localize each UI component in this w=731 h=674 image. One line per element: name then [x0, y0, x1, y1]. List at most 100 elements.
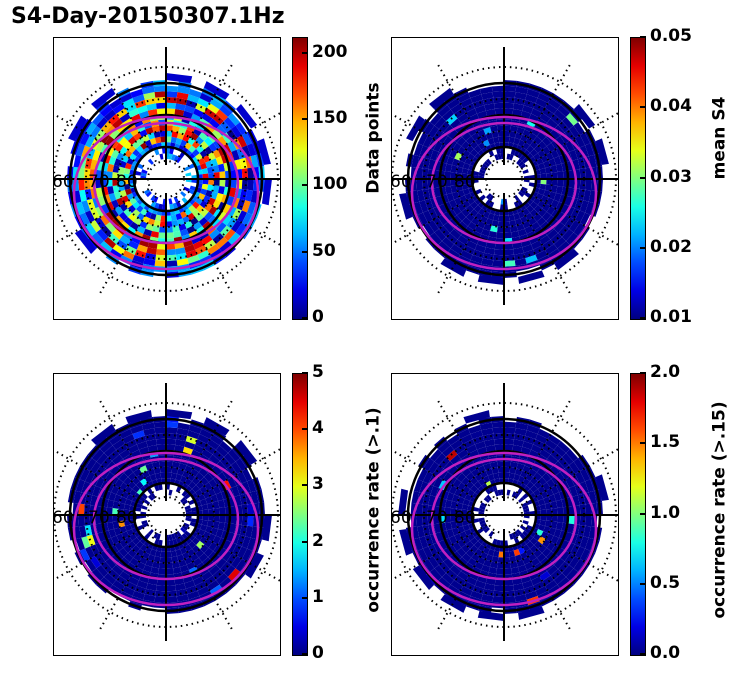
colorbar-tick: [302, 540, 308, 543]
heatmap-cell: [208, 142, 218, 153]
heatmap-cell: [479, 505, 486, 510]
heatmap-cell: [74, 229, 96, 254]
heatmap-cell: [132, 430, 145, 440]
heatmap-cell: [456, 136, 466, 147]
heatmap-cell: [180, 191, 187, 198]
heatmap-cell: [124, 149, 133, 158]
heatmap-cell: [111, 485, 120, 495]
heatmap-cell: [119, 160, 127, 168]
heatmap-cell: [482, 475, 490, 484]
heatmap-cell: [166, 551, 172, 558]
heatmap-cell: [247, 515, 254, 527]
heatmap-cell: [461, 544, 470, 554]
heatmap-cell: [509, 533, 514, 540]
heatmap-cell: [208, 541, 218, 552]
heatmap-cell: [235, 558, 247, 572]
heatmap-cell: [228, 187, 237, 198]
colorbar-tick-label: 0.5: [650, 572, 681, 593]
heatmap-cell: [513, 583, 524, 591]
heatmap-cell: [470, 94, 483, 104]
heatmap-cell: [166, 260, 178, 267]
heatmap-cell: [81, 200, 91, 213]
heatmap-cell: [547, 98, 561, 110]
heatmap-cell: [123, 140, 132, 150]
heatmap-cell: [494, 444, 504, 451]
heatmap-cell: [537, 485, 546, 494]
heatmap-cell: [152, 461, 160, 469]
heatmap-cell: [535, 250, 548, 261]
heatmap-cell: [504, 125, 512, 132]
heatmap-cell: [208, 179, 215, 186]
heatmap-cell: [75, 479, 85, 493]
heatmap-cell: [166, 91, 178, 98]
heatmap-cell: [212, 535, 221, 545]
heatmap-cell: [199, 149, 208, 158]
heatmap-cell: [196, 204, 205, 214]
colorbar-tick: [640, 36, 646, 38]
heatmap-cell: [539, 448, 551, 459]
heatmap-cell: [136, 580, 148, 589]
heatmap-cell: [166, 568, 174, 575]
heatmap-cell: [84, 524, 93, 537]
heatmap-cell: [509, 220, 517, 227]
heatmap-cell: [465, 108, 477, 118]
heatmap-cell: [111, 199, 120, 209]
heatmap-cell: [464, 157, 473, 165]
heatmap-cell: [154, 260, 166, 267]
heatmap-cell: [487, 473, 495, 481]
colorbar-tick: [640, 582, 646, 585]
heatmap-cell: [525, 473, 534, 482]
heatmap-cell: [215, 492, 224, 502]
colorbar-tick-label: 0.03: [650, 166, 692, 187]
heatmap-cell: [474, 137, 483, 146]
heatmap-cell: [462, 188, 470, 196]
heatmap-cell: [111, 535, 120, 545]
heatmap-cell: [118, 472, 128, 483]
heatmap-cell: [457, 235, 469, 246]
polar-plot-svg: 60 70 80: [392, 383, 618, 641]
figure-title: S4-Day-20150307.1Hz: [11, 4, 285, 29]
heatmap-cell: [504, 432, 515, 440]
heatmap-cell: [134, 506, 142, 512]
heatmap-cell: [187, 254, 200, 264]
heatmap-cell: [467, 221, 478, 231]
heatmap-cell: [224, 564, 236, 578]
heatmap-cell: [545, 439, 558, 450]
heatmap-cell: [573, 122, 585, 136]
heatmap-cell: [146, 583, 157, 591]
heatmap-cell: [470, 430, 483, 440]
heatmap-cell: [510, 461, 518, 469]
heatmap-cell: [188, 499, 195, 506]
heatmap-cell: [529, 476, 539, 485]
heatmap-cell: [531, 444, 543, 454]
heatmap-cell: [201, 235, 213, 246]
heatmap-cell: [535, 586, 548, 597]
heatmap-cell: [575, 546, 586, 559]
heatmap-cell: [123, 553, 134, 563]
heatmap-cell: [477, 274, 504, 285]
heatmap-cell: [417, 212, 429, 226]
heatmap-cell: [186, 561, 196, 570]
heatmap-cell: [237, 210, 248, 223]
heatmap-cell: [119, 539, 128, 548]
heatmap-cell: [457, 92, 471, 104]
heatmap-cell: [183, 522, 190, 528]
heatmap-cell: [188, 145, 197, 153]
heatmap-cell: [522, 208, 530, 216]
heatmap-cell: [509, 556, 517, 563]
heatmap-cell: [195, 489, 203, 497]
heatmap-cell: [560, 550, 571, 562]
heatmap-cell: [429, 112, 442, 126]
heatmap-cell: [470, 201, 478, 210]
heatmap-cell: [184, 465, 193, 474]
heatmap-cell: [479, 134, 488, 143]
heatmap-cell: [231, 461, 242, 474]
heatmap-cell: [166, 596, 178, 603]
heatmap-cell: [95, 187, 104, 198]
heatmap-cell: [157, 203, 163, 211]
heatmap-cell: [168, 489, 173, 496]
colorbar-tick: [302, 653, 308, 655]
heatmap-cell: [207, 197, 216, 206]
heatmap-cell: [535, 529, 544, 537]
heatmap-cell: [442, 471, 453, 483]
